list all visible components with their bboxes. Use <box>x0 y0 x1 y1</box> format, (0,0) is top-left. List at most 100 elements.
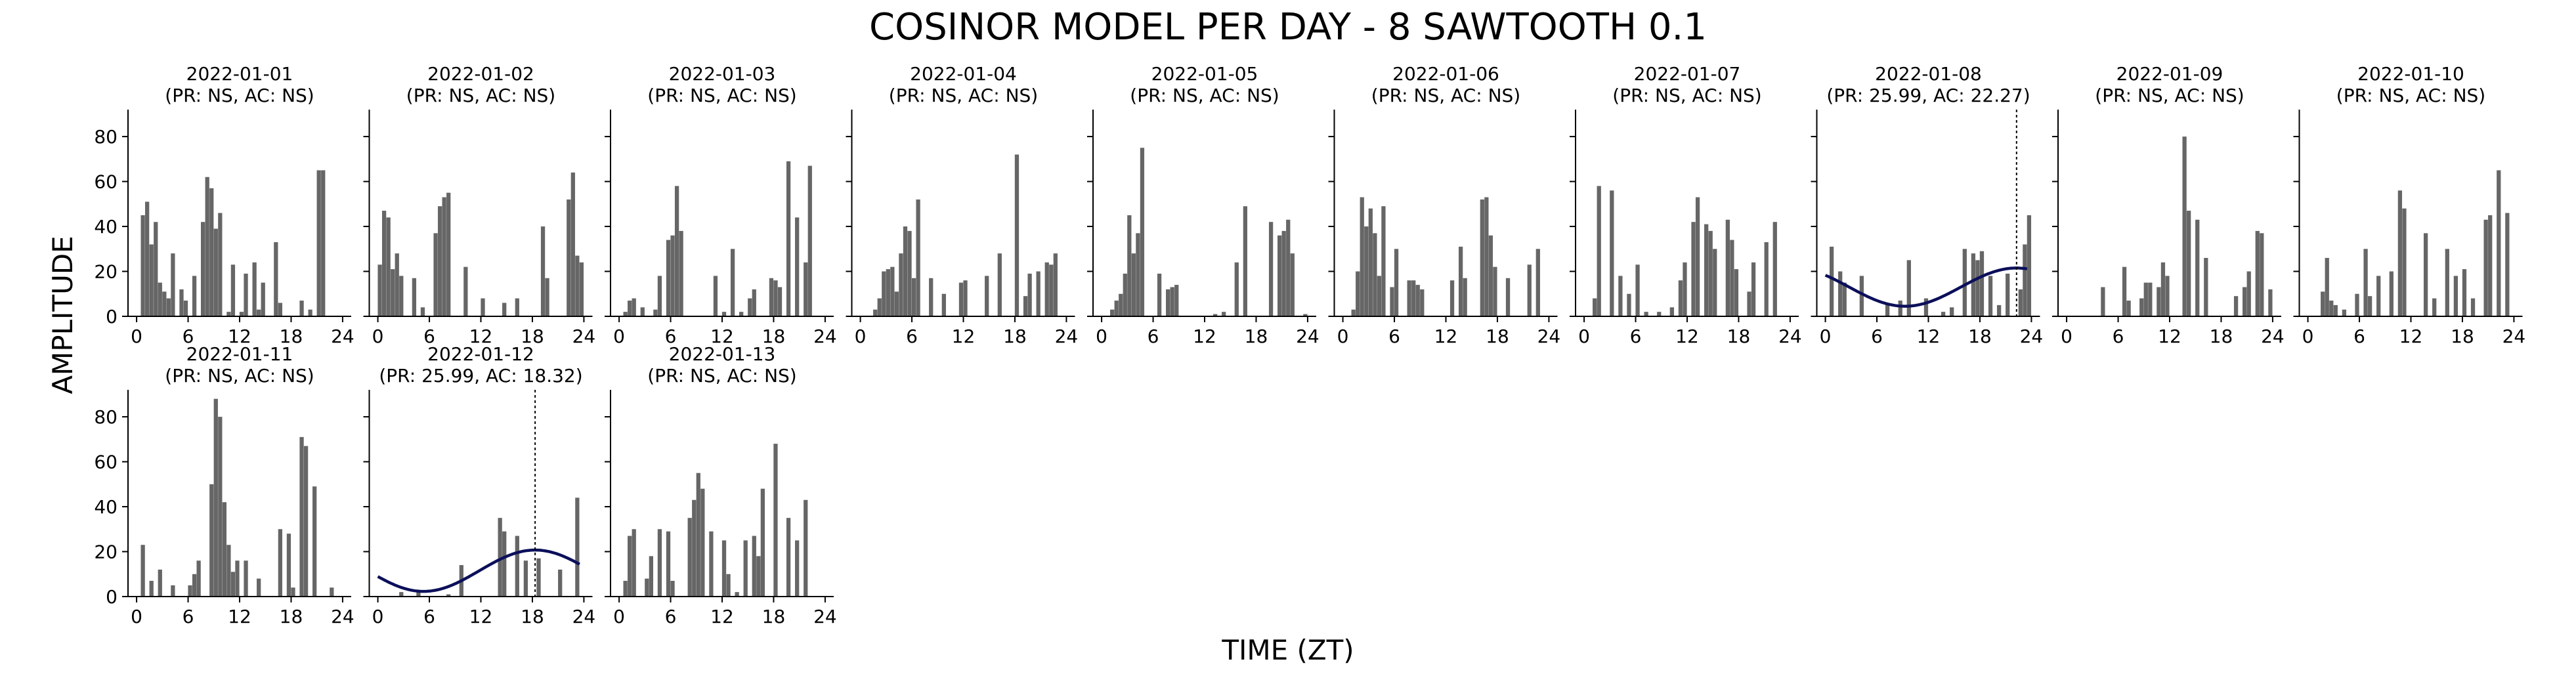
x-tick-label: 0 <box>855 326 867 347</box>
subplot-2022-01-13: 2022-01-13(PR: NS, AC: NS) 0 6 12 18 24 <box>605 343 837 627</box>
x-tick-label: 12 <box>2399 326 2423 347</box>
bar <box>1119 293 1123 316</box>
bar <box>730 249 735 316</box>
subplot-subtitle: (PR: NS, AC: NS) <box>1371 85 1520 106</box>
bar <box>713 276 718 316</box>
bar <box>257 309 261 316</box>
bar <box>985 276 989 316</box>
x-tick-label: 0 <box>131 606 142 627</box>
bar <box>777 287 783 316</box>
bar <box>1136 233 1140 316</box>
x-tick-label: 6 <box>665 326 677 347</box>
bar <box>1829 246 1834 316</box>
bar <box>1415 285 1420 316</box>
bar <box>2462 269 2467 316</box>
x-tick-label: 0 <box>2302 326 2314 347</box>
y-axis-label: AMPLITUDE <box>47 236 79 394</box>
bar <box>1411 280 1416 316</box>
bar <box>1683 262 1687 316</box>
x-tick-label: 6 <box>423 326 435 347</box>
x-tick-label: 6 <box>1871 326 1883 347</box>
bar <box>1053 253 1058 316</box>
x-tick-label: 24 <box>1537 326 1561 347</box>
bar <box>2470 298 2476 316</box>
subplot-title: 2022-01-06 <box>1392 63 1499 85</box>
x-tick-label: 24 <box>1778 326 1802 347</box>
x-tick-label: 12 <box>228 326 251 347</box>
bar <box>640 307 645 316</box>
y-tick-label: 20 <box>94 261 118 283</box>
subplot-subtitle: (PR: NS, AC: NS) <box>2095 85 2244 106</box>
bar <box>632 298 636 316</box>
x-tick-label: 12 <box>952 326 976 347</box>
bar <box>1480 199 1484 316</box>
bar <box>735 592 739 597</box>
x-tick-label: 24 <box>2261 326 2285 347</box>
bar <box>1131 253 1136 316</box>
y-tick-label: 0 <box>106 306 118 327</box>
bar <box>192 574 197 597</box>
subplot-title: 2022-01-03 <box>669 63 776 85</box>
bar <box>420 307 425 316</box>
x-tick-label: 12 <box>469 606 493 627</box>
subplot-subtitle: (PR: NS, AC: NS) <box>165 85 314 106</box>
bar <box>1420 289 1425 316</box>
subplot-2022-01-08: 2022-01-08(PR: 25.99, AC: 22.27) 0 6 12 18 24 <box>1811 63 2043 347</box>
subplot-2022-01-10: 2022-01-10(PR: NS, AC: NS) 0 6 12 18 24 <box>2293 63 2525 347</box>
subplot-title: 2022-01-09 <box>2116 63 2223 85</box>
bar <box>2397 190 2403 316</box>
bar <box>2160 262 2166 316</box>
bar <box>1695 197 1700 316</box>
bar <box>670 235 675 316</box>
bar <box>1988 276 1993 316</box>
bar <box>1772 222 1777 316</box>
bar <box>1923 298 1929 316</box>
bar <box>739 312 744 316</box>
x-tick-label: 18 <box>1003 326 1027 347</box>
bar <box>2018 289 2023 316</box>
bar <box>795 540 800 597</box>
subplot-2022-01-01: 2022-01-01(PR: NS, AC: NS) 0 6 12 18 24 0 20 40 6… <box>94 63 354 347</box>
bar <box>1174 285 1179 316</box>
bar <box>1488 235 1493 316</box>
bar <box>1449 280 1455 316</box>
subplot-title: 2022-01-07 <box>1634 63 1741 85</box>
x-tick-label: 6 <box>182 326 194 347</box>
bar <box>623 581 628 597</box>
x-tick-label: 6 <box>665 606 677 627</box>
bar <box>804 262 808 316</box>
bar <box>1286 219 1291 316</box>
bar <box>1036 271 1041 316</box>
bar <box>433 233 438 316</box>
bar <box>721 540 727 597</box>
bar <box>1463 278 1467 316</box>
bar <box>213 398 218 597</box>
x-tick-label: 12 <box>2158 326 2181 347</box>
x-tick-label: 12 <box>710 606 734 627</box>
bar <box>1996 305 2002 316</box>
bar <box>890 266 895 316</box>
bar <box>2268 289 2273 316</box>
subplot-title: 2022-01-08 <box>1875 63 1982 85</box>
x-tick-label: 18 <box>762 606 786 627</box>
bar <box>158 569 162 597</box>
y-tick-label: 80 <box>94 126 118 148</box>
bar <box>158 282 162 316</box>
bar <box>235 560 240 597</box>
bar <box>196 560 201 597</box>
bar <box>1751 262 1756 316</box>
bar <box>1669 307 1674 316</box>
x-tick-label: 24 <box>572 326 596 347</box>
bar <box>1023 296 1028 316</box>
bar <box>696 473 700 597</box>
bar <box>1222 312 1226 316</box>
bar <box>442 197 446 316</box>
panels: 2022-01-01(PR: NS, AC: NS)0 6 12 18 24020406… <box>94 63 2525 627</box>
bar <box>2483 219 2488 316</box>
bar <box>171 253 175 316</box>
bar <box>1906 260 1911 316</box>
bar <box>502 531 507 597</box>
bar <box>1390 287 1394 316</box>
x-tick-label: 0 <box>372 606 384 627</box>
